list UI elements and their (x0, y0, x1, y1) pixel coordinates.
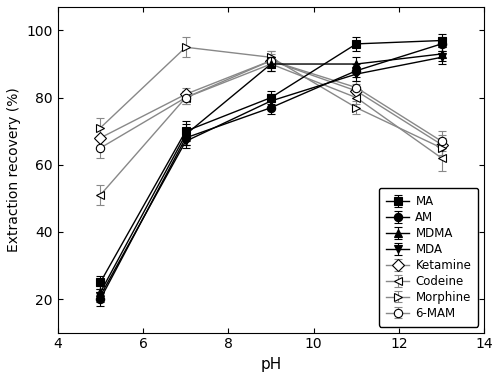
Legend: MA, AM, MDMA, MDA, Ketamine, Codeine, Morphine, 6-MAM: MA, AM, MDMA, MDA, Ketamine, Codeine, Mo… (379, 188, 478, 327)
Y-axis label: Extraction recovery (%): Extraction recovery (%) (7, 88, 21, 252)
X-axis label: pH: pH (260, 357, 281, 372)
